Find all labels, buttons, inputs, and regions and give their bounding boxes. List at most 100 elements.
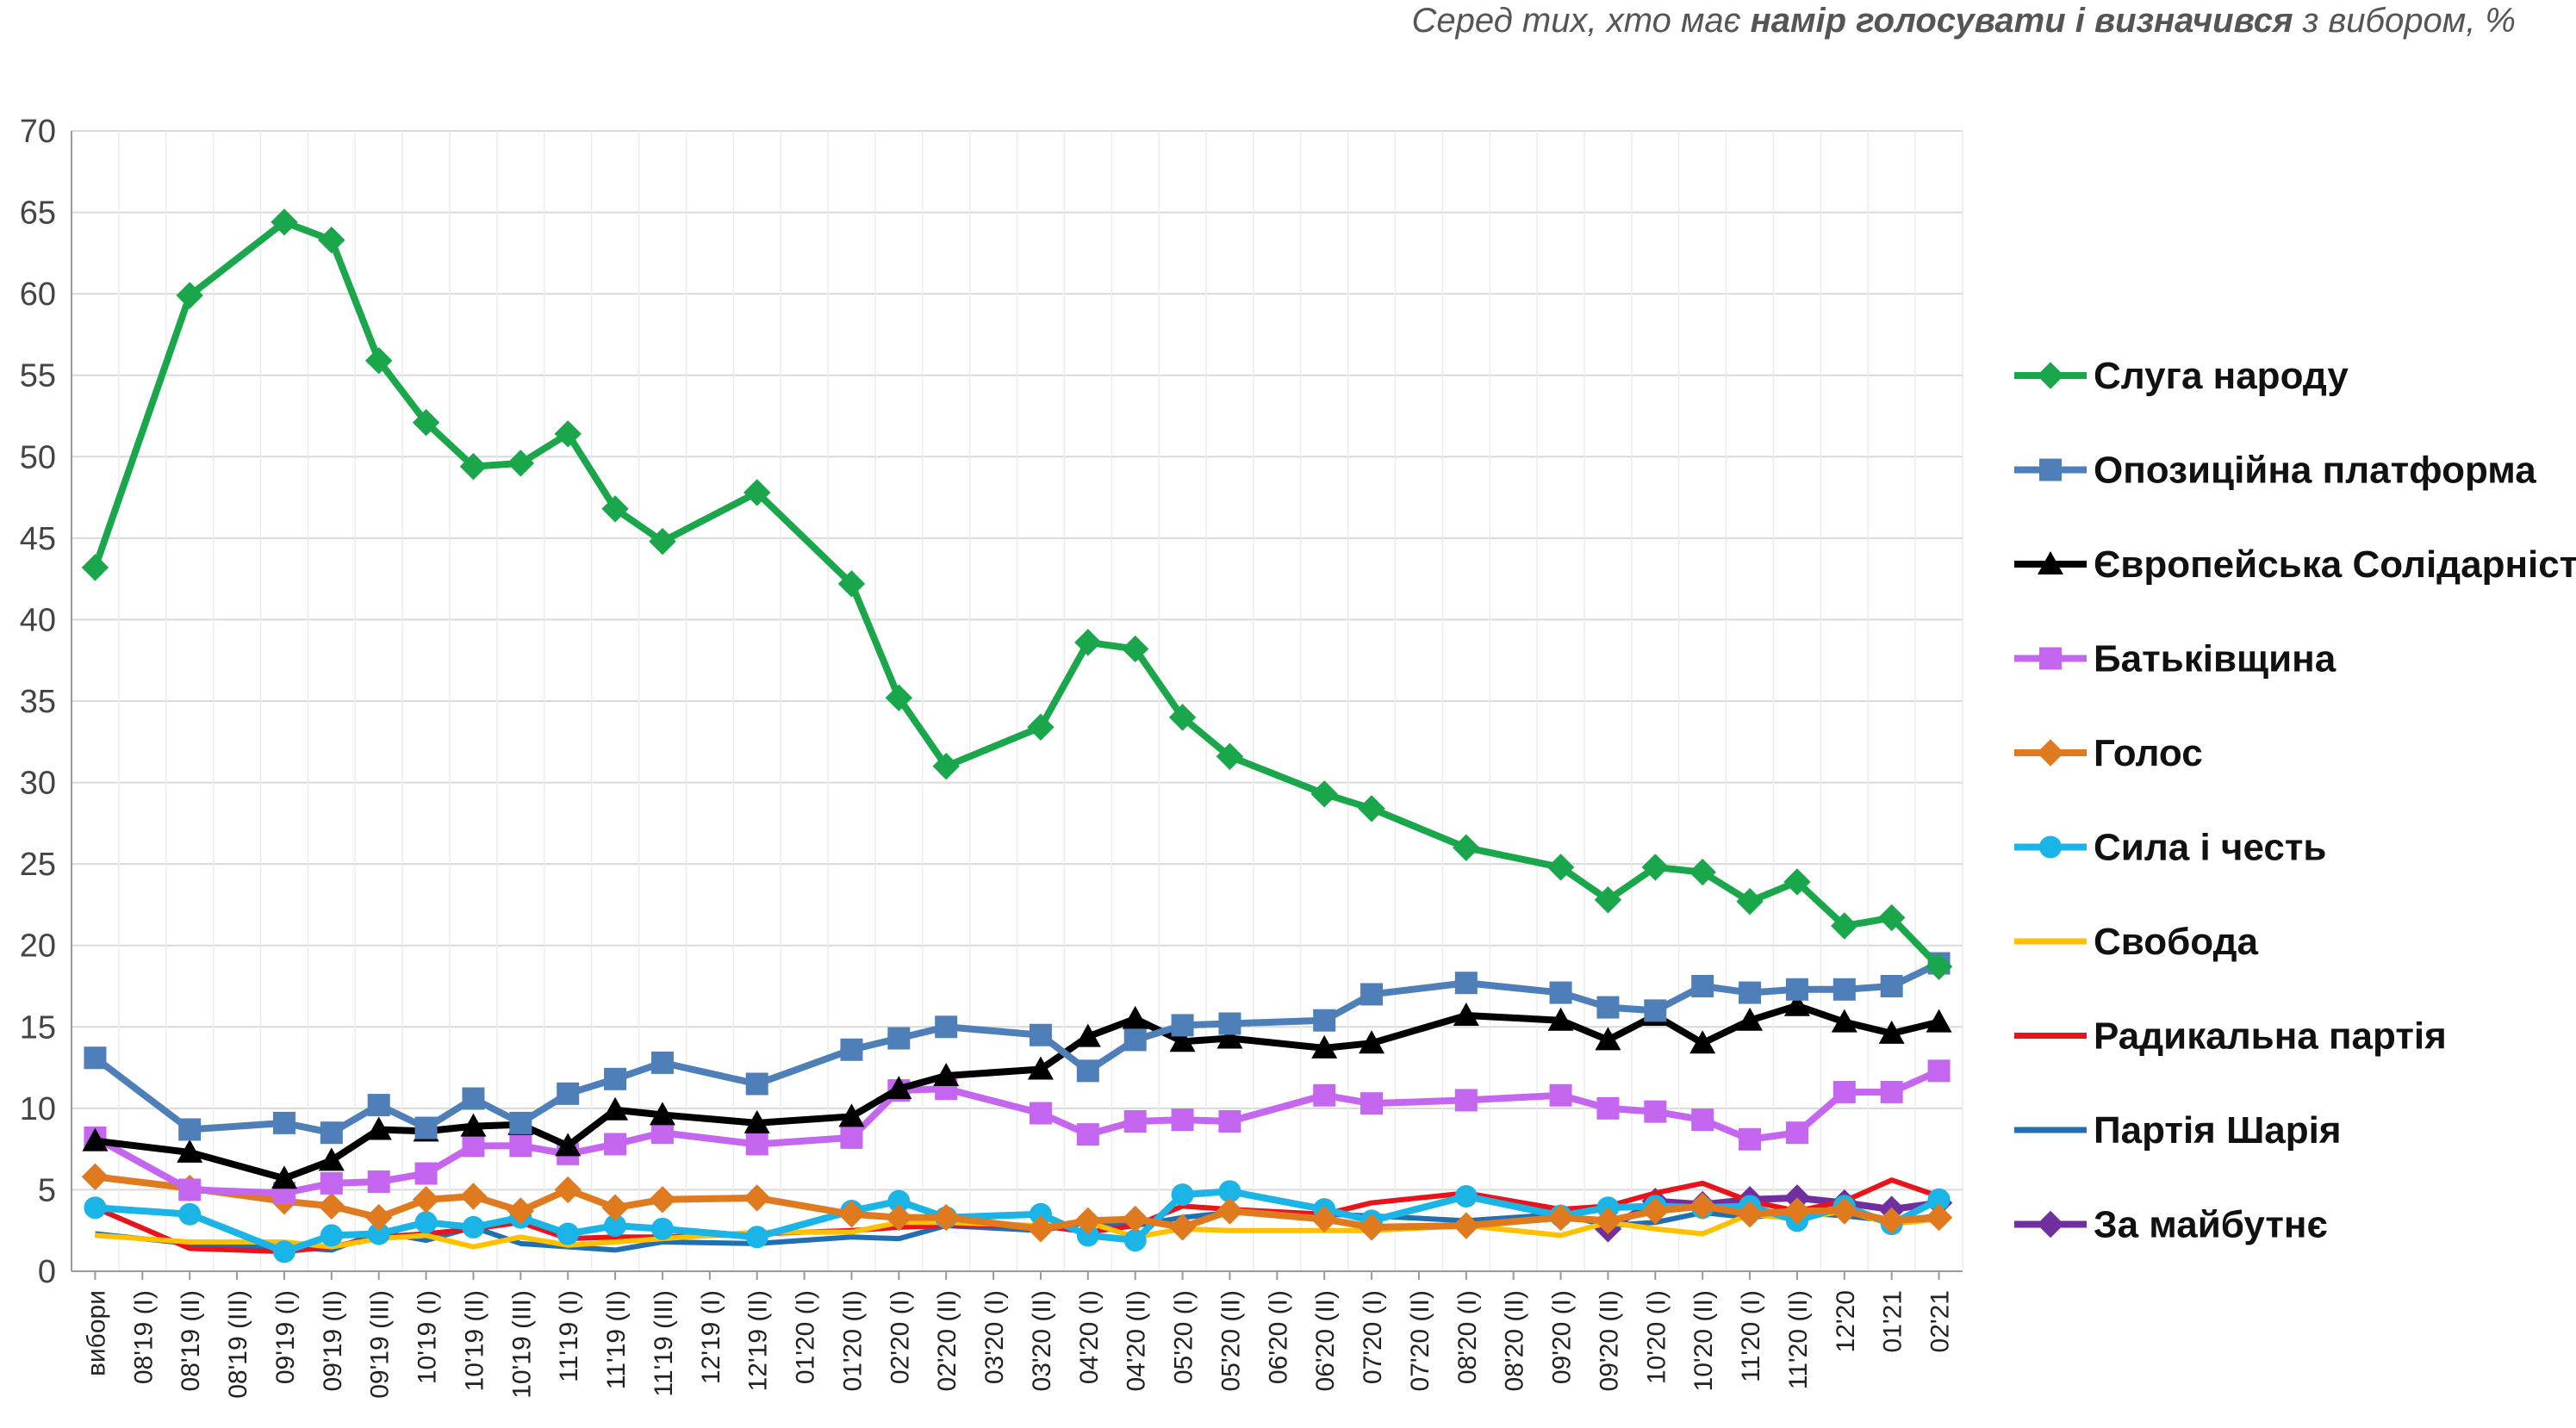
x-tick-label: 11'19 (I) <box>555 1290 583 1382</box>
data-point <box>554 1176 582 1204</box>
data-point <box>509 1111 532 1134</box>
data-point <box>1029 1102 1052 1125</box>
legend-item: Сила і честь <box>2014 827 2326 869</box>
x-tick-label: 10'20 (I) <box>1642 1290 1671 1384</box>
data-point <box>1453 1212 1480 1239</box>
x-tick-label: 08'19 (III) <box>224 1290 252 1399</box>
x-tick-label: 11'19 (III) <box>650 1290 678 1397</box>
x-tick-label: 07'20 (II) <box>1406 1290 1434 1391</box>
data-point <box>1641 854 1670 881</box>
data-point <box>745 1226 768 1249</box>
data-point <box>1218 1109 1241 1133</box>
data-point <box>82 1127 109 1152</box>
data-point <box>1831 912 1858 940</box>
x-tick-label: 10'19 (II) <box>460 1290 488 1391</box>
data-point <box>1644 1100 1667 1123</box>
x-tick-label: 12'19 (I) <box>697 1290 725 1384</box>
x-tick-label: 10'19 (III) <box>507 1290 536 1399</box>
y-tick-label: 40 <box>20 602 56 638</box>
data-point <box>601 1194 629 1221</box>
data-point <box>1736 1201 1764 1228</box>
data-point <box>1311 1034 1338 1059</box>
y-tick-label: 60 <box>20 276 56 313</box>
data-point <box>1171 1108 1194 1132</box>
data-point <box>745 1072 768 1096</box>
data-point <box>932 1203 960 1232</box>
data-point <box>1359 1030 1385 1054</box>
data-point <box>84 1196 107 1220</box>
x-tick-label: 10'20 (II) <box>1689 1290 1718 1391</box>
data-point <box>650 1217 674 1240</box>
data-point <box>1216 1197 1244 1225</box>
data-point <box>1689 858 1716 886</box>
data-point <box>1832 978 1856 1001</box>
data-point <box>1454 972 1478 995</box>
data-point <box>364 346 393 375</box>
x-tick-label: вибори <box>82 1290 110 1376</box>
legend-label: За майбутнє <box>2094 1204 2328 1246</box>
data-point <box>1689 1030 1716 1054</box>
series-line <box>94 1177 1940 1255</box>
data-point <box>1783 992 1810 1016</box>
data-point <box>932 752 960 780</box>
data-point <box>1310 780 1338 808</box>
legend-item: Опозиційна платформа <box>2014 450 2536 492</box>
data-point <box>1880 1080 1903 1103</box>
x-tick-label: 04'20 (I) <box>1075 1290 1104 1384</box>
data-point <box>1737 1007 1764 1031</box>
data-point <box>649 1186 676 1214</box>
data-point <box>364 1203 393 1232</box>
legend-marker <box>2037 739 2064 767</box>
y-tick-label: 5 <box>38 1172 56 1208</box>
data-point <box>887 1189 911 1213</box>
data-point <box>650 1051 674 1074</box>
data-point <box>1549 981 1572 1004</box>
data-point <box>414 1162 438 1185</box>
data-point <box>1074 629 1102 656</box>
data-point <box>935 1015 958 1039</box>
data-point <box>1785 978 1808 1001</box>
data-point <box>365 1116 392 1140</box>
data-point <box>649 527 676 556</box>
data-point <box>1169 1028 1196 1052</box>
data-point <box>1360 1092 1384 1115</box>
data-point <box>885 1203 913 1232</box>
data-point <box>1122 1005 1148 1029</box>
subtitle-text-end: з вибором, % <box>2293 2 2516 40</box>
legend: Слуга народу Опозиційна платформа Європейс… <box>2014 355 2576 1246</box>
data-point <box>1074 1207 1102 1235</box>
subtitle-text: Серед тих, хто має <box>1411 2 1751 40</box>
data-point <box>84 1046 107 1070</box>
data-point <box>507 1197 535 1225</box>
x-tick-label: 01'20 (I) <box>792 1290 820 1384</box>
data-point <box>1310 1205 1338 1233</box>
data-point <box>554 420 582 448</box>
legend-label: Радикальна партія <box>2094 1015 2447 1058</box>
data-point <box>1029 1202 1052 1226</box>
data-point <box>507 450 535 477</box>
data-point <box>272 1240 296 1263</box>
legend-label: Сила і честь <box>2094 827 2326 869</box>
data-point <box>81 554 109 581</box>
x-tick-label: 04'20 (II) <box>1123 1290 1151 1391</box>
legend-label: Голос <box>2094 732 2203 774</box>
y-tick-label: 15 <box>20 1009 56 1046</box>
data-point <box>1123 1109 1147 1133</box>
legend-label: Слуга народу <box>2094 355 2349 397</box>
data-point <box>557 1222 580 1245</box>
legend-item: Радикальна партія <box>2014 1015 2447 1058</box>
data-point <box>604 1067 627 1090</box>
x-tick-label: 06'20 (I) <box>1264 1290 1292 1384</box>
x-tick-label: 09'19 (III) <box>366 1290 395 1399</box>
y-tick-label: 65 <box>20 196 56 232</box>
y-tick-label: 20 <box>20 928 56 965</box>
data-point <box>1121 1205 1149 1233</box>
data-point <box>459 452 488 481</box>
y-tick-label: 30 <box>20 766 56 802</box>
x-tick-label: 02'20 (II) <box>933 1290 961 1391</box>
x-tick-label: 05'20 (I) <box>1170 1290 1198 1384</box>
legend-marker <box>2039 458 2062 481</box>
x-tick-label: 03'20 (I) <box>980 1290 1009 1384</box>
data-point <box>1641 1197 1670 1225</box>
legend-label: Батьківщина <box>2094 638 2336 680</box>
